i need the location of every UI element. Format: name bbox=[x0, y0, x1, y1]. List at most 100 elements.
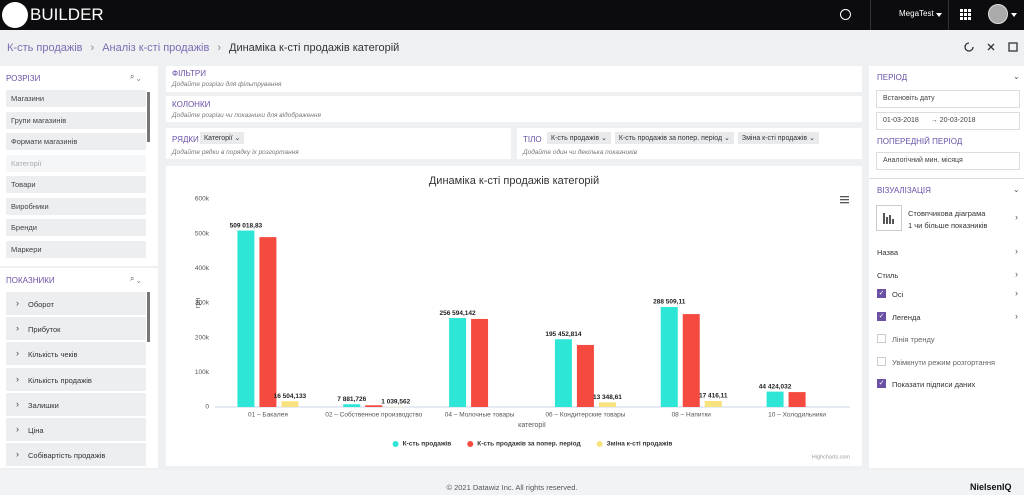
save-icon[interactable] bbox=[1008, 42, 1018, 52]
option-label[interactable]: Показати підписи даних bbox=[892, 380, 976, 390]
slice-item[interactable]: Групи магазинів bbox=[6, 111, 146, 129]
search-icon[interactable]: ⌕ ⌄ bbox=[130, 72, 141, 81]
breadcrumb[interactable]: К-сть продажів bbox=[7, 42, 83, 54]
apps-icon[interactable] bbox=[960, 9, 971, 20]
legend-label: К-сть продажів bbox=[403, 440, 452, 448]
option-label[interactable]: Осі bbox=[892, 290, 904, 299]
date-to: 20-03-2018 bbox=[939, 117, 976, 124]
metric-item[interactable]: › Собівартість продажів bbox=[6, 443, 146, 468]
chip[interactable]: К-сть продажів за попер. період ⌄ bbox=[614, 132, 734, 144]
checkbox[interactable]: ✓ bbox=[877, 379, 886, 389]
option-label[interactable]: Легенда bbox=[892, 312, 921, 322]
slices-panel: РОЗРІЗИ ⌕ ⌄ Магазини Групи магазинів Форма… bbox=[0, 66, 158, 266]
chevron: › bbox=[16, 373, 19, 384]
chart-type-hint: 1 чи більше показників bbox=[908, 221, 988, 230]
y-tick-label: 500k bbox=[195, 230, 210, 237]
legend-item[interactable]: К-сть продажів за попер. період bbox=[467, 440, 581, 448]
settings-section[interactable]: Стиль bbox=[877, 271, 899, 280]
hint: Додайте розрізи чи показники для відобра… bbox=[172, 112, 321, 119]
copyright: © 2021 Datawiz Inc. All rights reserved. bbox=[446, 483, 578, 492]
refresh-icon[interactable] bbox=[964, 42, 974, 52]
chevron: › bbox=[16, 348, 19, 359]
bar bbox=[704, 400, 722, 407]
section-title: РОЗРІЗИ bbox=[6, 74, 41, 83]
x-tick-label: 08 – Напитки bbox=[672, 412, 712, 419]
checkbox[interactable]: ✓ bbox=[877, 311, 886, 321]
chip[interactable]: Категорії ⌄ bbox=[200, 132, 245, 144]
breadcrumb[interactable]: Динаміка к-сті продажів категорій bbox=[229, 42, 400, 54]
search-icon[interactable]: ⌕ ⌄ bbox=[130, 274, 141, 283]
divider bbox=[870, 0, 871, 30]
checkbox[interactable] bbox=[877, 356, 886, 366]
date-select[interactable]: Встановіть дату bbox=[876, 90, 1020, 108]
chart-menu[interactable] bbox=[840, 196, 849, 204]
top-bar: BUILDER MegaTest bbox=[0, 0, 1024, 30]
x-tick-label: 10 – Холодильники bbox=[768, 412, 826, 419]
slice-item[interactable]: Товари bbox=[6, 176, 146, 193]
chart-type-icon[interactable] bbox=[876, 205, 902, 231]
metric-item[interactable]: › Прибуток bbox=[6, 317, 146, 342]
chevron: › bbox=[1015, 288, 1018, 298]
option-label[interactable]: Лінія тренду bbox=[892, 335, 935, 345]
slice-item[interactable]: Формати магазинів bbox=[6, 133, 146, 150]
slice-item[interactable]: Маркери bbox=[6, 240, 146, 258]
metric-item[interactable]: › Кількість продажів bbox=[6, 367, 146, 392]
slice-item[interactable]: Виробники bbox=[6, 197, 146, 215]
data-label: 17 416,11 bbox=[699, 393, 728, 400]
help-icon[interactable] bbox=[840, 9, 851, 20]
hint: Додайте розрізи для фільтрування bbox=[172, 81, 282, 88]
rows-box[interactable]: РЯДКИ Додайте рядки в порядку їх розгорт… bbox=[166, 128, 511, 159]
credit[interactable]: Highcharts.com bbox=[812, 454, 851, 460]
prev-period-select[interactable]: Аналогічний мин. місяця bbox=[876, 152, 1020, 170]
settings-panel: ПЕРІОД ⌄ Встановіть дату 01-03-2018 → 20… bbox=[869, 66, 1024, 468]
filters-box[interactable]: ФІЛЬТРИ Додайте розрізи для фільтрування bbox=[166, 66, 862, 92]
scrollbar[interactable] bbox=[147, 92, 150, 142]
bar bbox=[343, 404, 361, 407]
chevron: › bbox=[16, 449, 19, 460]
collapse-icon[interactable]: ⌄ bbox=[1013, 72, 1020, 81]
user-name[interactable]: MegaTest bbox=[899, 9, 934, 18]
divider bbox=[948, 0, 949, 30]
data-label: 44 424,032 bbox=[759, 383, 792, 390]
columns-box[interactable]: КОЛОНКИ Додайте розрізи чи показники для… bbox=[166, 96, 862, 122]
chevron: › bbox=[16, 424, 19, 434]
option-label[interactable]: Увімкнути режим розгортання bbox=[892, 357, 996, 367]
x-tick-label: 06 – Кондитерские товары bbox=[545, 412, 625, 419]
settings-section[interactable]: Назва bbox=[877, 248, 899, 257]
bar bbox=[554, 339, 572, 407]
legend-item[interactable]: К-сть продажів bbox=[392, 440, 452, 448]
slice-item[interactable]: Бренди bbox=[6, 219, 146, 236]
chevron: › bbox=[16, 298, 19, 308]
chip[interactable]: Зміна к-сті продажів ⌄ bbox=[737, 132, 819, 144]
chevron: › bbox=[1015, 269, 1018, 279]
body-box[interactable]: ТІЛО Додайте один чи декілька показників… bbox=[517, 128, 862, 159]
brand[interactable]: NielsenIQ bbox=[970, 482, 1012, 492]
metric-item[interactable]: › Ціна bbox=[6, 418, 146, 442]
breadcrumb[interactable]: Аналіз к-сті продажів bbox=[102, 42, 210, 54]
chart-type[interactable]: Стовпчикова діаграма bbox=[908, 209, 986, 218]
logo-text[interactable]: BUILDER bbox=[30, 5, 104, 24]
select-text: Аналогічний мин. місяця bbox=[883, 157, 963, 164]
chip[interactable]: К-сть продажів ⌄ bbox=[547, 132, 611, 144]
metric-item[interactable]: › Кількість чеків bbox=[6, 342, 146, 367]
section-title: ВІЗУАЛІЗАЦІЯ bbox=[877, 186, 931, 195]
avatar[interactable] bbox=[988, 4, 1008, 24]
slice-item[interactable]: Магазини bbox=[6, 90, 146, 107]
metric-label: Кількість чеків bbox=[28, 350, 78, 360]
date-range[interactable]: 01-03-2018 → 20-03-2018 bbox=[876, 112, 1020, 130]
y-axis-title: грн bbox=[195, 298, 202, 308]
close-icon[interactable] bbox=[987, 43, 995, 51]
legend-item[interactable]: Зміна к-сті продажів bbox=[596, 440, 673, 448]
collapse-icon[interactable]: ⌄ bbox=[1013, 185, 1020, 194]
chart: Динаміка к-сті продажів категорій грн ка… bbox=[195, 175, 851, 461]
metric-item[interactable]: › Залишки bbox=[6, 392, 146, 417]
section-title: ПОКАЗНИКИ bbox=[6, 276, 55, 285]
checkbox[interactable] bbox=[877, 334, 886, 344]
bar bbox=[259, 237, 277, 407]
scrollbar[interactable] bbox=[147, 292, 150, 342]
x-tick-label: 04 – Молочные товары bbox=[445, 412, 515, 419]
checkbox[interactable]: ✓ bbox=[877, 289, 886, 298]
metric-item[interactable]: › Оборот bbox=[6, 292, 146, 316]
logo-icon[interactable] bbox=[2, 2, 28, 28]
bar bbox=[237, 230, 255, 407]
